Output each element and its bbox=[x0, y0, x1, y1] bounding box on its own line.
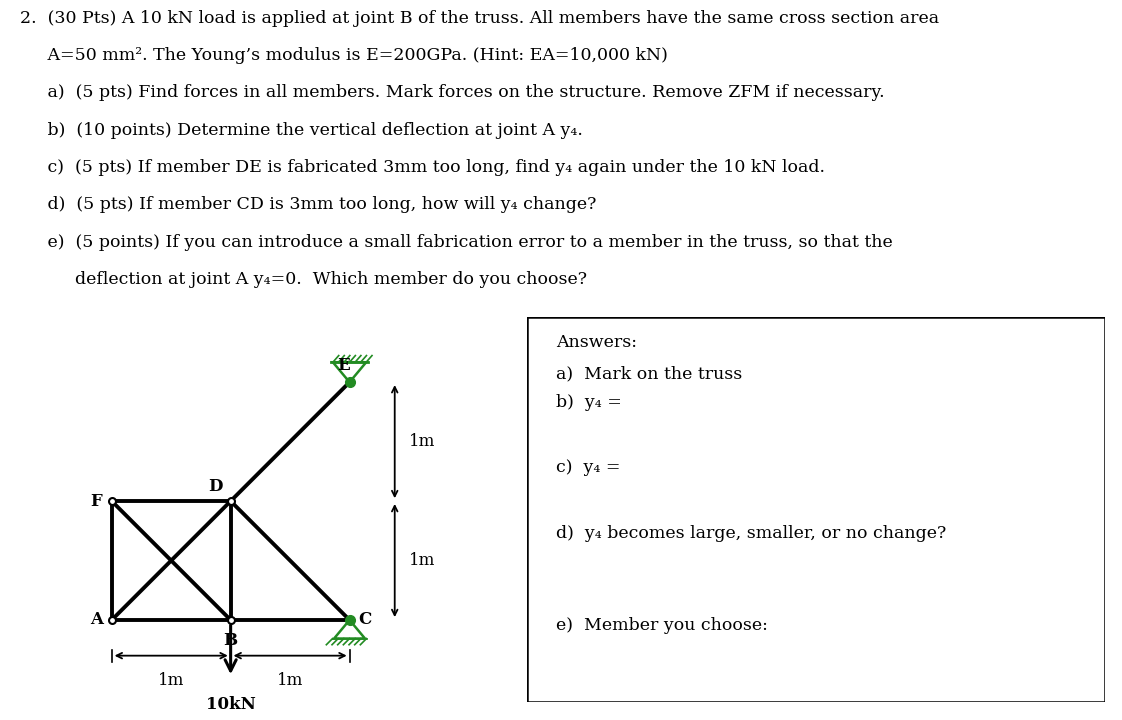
Text: a)  Mark on the truss: a) Mark on the truss bbox=[557, 365, 743, 382]
Text: c)  y₄ =: c) y₄ = bbox=[557, 459, 620, 477]
Text: deflection at joint A y₄=0.  Which member do you choose?: deflection at joint A y₄=0. Which member… bbox=[20, 271, 587, 288]
Text: 2.  (30 Pts) A 10 kN load is applied at joint B of the truss. All members have t: 2. (30 Pts) A 10 kN load is applied at j… bbox=[20, 9, 939, 27]
Text: a)  (5 pts) Find forces in all members. Mark forces on the structure. Remove ZFM: a) (5 pts) Find forces in all members. M… bbox=[20, 84, 885, 102]
Text: b)  y₄ =: b) y₄ = bbox=[557, 394, 622, 411]
Text: 1m: 1m bbox=[410, 433, 435, 450]
Text: D: D bbox=[208, 478, 222, 495]
Text: F: F bbox=[91, 492, 102, 510]
Text: Answers:: Answers: bbox=[557, 334, 637, 351]
Text: 10kN: 10kN bbox=[205, 696, 256, 713]
Text: E: E bbox=[338, 357, 350, 374]
Text: e)  Member you choose:: e) Member you choose: bbox=[557, 617, 769, 634]
Text: e)  (5 points) If you can introduce a small fabrication error to a member in the: e) (5 points) If you can introduce a sma… bbox=[20, 234, 893, 251]
Text: d)  y₄ becomes large, smaller, or no change?: d) y₄ becomes large, smaller, or no chan… bbox=[557, 525, 947, 542]
Text: B: B bbox=[223, 631, 238, 649]
FancyBboxPatch shape bbox=[527, 317, 1105, 702]
Text: 1m: 1m bbox=[277, 672, 303, 689]
Text: c)  (5 pts) If member DE is fabricated 3mm too long, find y₄ again under the 10 : c) (5 pts) If member DE is fabricated 3m… bbox=[20, 159, 825, 176]
Text: 1m: 1m bbox=[158, 672, 184, 689]
Text: b)  (10 points) Determine the vertical deflection at joint A y₄.: b) (10 points) Determine the vertical de… bbox=[20, 122, 583, 139]
Text: A: A bbox=[90, 611, 103, 629]
Text: A=50 mm². The Young’s modulus is E=200GPa. (Hint: EA=10,000 kN): A=50 mm². The Young’s modulus is E=200GP… bbox=[20, 47, 668, 64]
Text: C: C bbox=[358, 611, 371, 629]
Text: d)  (5 pts) If member CD is 3mm too long, how will y₄ change?: d) (5 pts) If member CD is 3mm too long,… bbox=[20, 197, 597, 213]
Text: 1m: 1m bbox=[410, 552, 435, 569]
